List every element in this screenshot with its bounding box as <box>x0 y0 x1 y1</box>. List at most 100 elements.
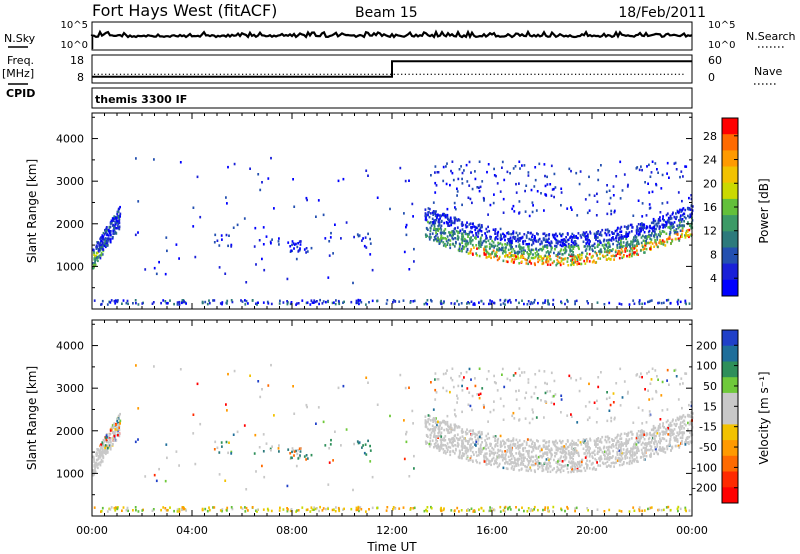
power-cell <box>453 218 456 222</box>
power-cell <box>581 233 584 236</box>
velocity-cell <box>465 432 468 436</box>
velocity-cell <box>342 384 345 388</box>
velocity-cell <box>665 420 668 424</box>
velocity-cell <box>301 506 304 509</box>
power-cell <box>456 219 459 222</box>
velocity-cell <box>620 437 622 440</box>
velocity-cell <box>118 434 121 438</box>
power-cell <box>656 238 659 241</box>
velocity-cell <box>589 453 591 456</box>
velocity-cell <box>361 446 363 449</box>
power-cell <box>620 239 622 242</box>
power-cell <box>513 210 516 213</box>
power-cell <box>576 259 579 263</box>
power-cell <box>646 165 648 168</box>
velocity-cell <box>640 429 643 432</box>
velocity-cell <box>675 419 677 422</box>
velocity-cell <box>101 455 104 458</box>
power-cell <box>106 244 109 247</box>
power-cell <box>461 203 463 207</box>
power-cell <box>560 234 563 238</box>
velocity-cell <box>545 467 547 470</box>
velocity-cell <box>467 448 470 452</box>
power-cell <box>629 247 632 250</box>
velocity-cell <box>520 467 523 470</box>
velocity-cell <box>103 451 106 455</box>
velocity-cell <box>616 439 619 443</box>
power-cell <box>684 217 687 220</box>
power-cell <box>134 299 137 302</box>
velocity-cell <box>289 509 292 513</box>
power-cell <box>673 215 676 219</box>
power-cell <box>314 300 317 304</box>
power-cell <box>639 249 642 252</box>
power-cell <box>671 238 674 242</box>
power-cell <box>448 231 450 234</box>
nave-dot <box>123 73 125 75</box>
velocity-cell <box>599 439 602 443</box>
power-cell <box>433 227 436 230</box>
velocity-cell <box>104 446 106 450</box>
power-cell <box>392 301 394 304</box>
power-cell <box>552 234 555 237</box>
power-cell <box>668 236 671 239</box>
velocity-cell <box>451 378 454 382</box>
velocity-cell <box>110 506 113 509</box>
power-cell <box>155 272 158 276</box>
power-cell <box>642 245 644 249</box>
power-cell <box>92 262 94 265</box>
velocity-cell <box>563 458 566 462</box>
freq-trace <box>92 60 692 78</box>
power-cell <box>652 217 655 221</box>
velocity-cell <box>659 437 661 440</box>
power-cell <box>537 238 540 242</box>
velocity-cell <box>345 428 348 431</box>
velocity-cell <box>511 461 514 464</box>
power-cell <box>567 238 570 241</box>
power-cell <box>608 251 611 254</box>
velocity-cell <box>595 439 598 443</box>
nave-dot <box>275 73 277 75</box>
velocity-cell <box>661 446 664 449</box>
power-cell <box>586 211 589 215</box>
velocity-cell <box>619 460 622 463</box>
velocity-cell <box>605 450 607 454</box>
power-cell <box>543 238 546 241</box>
velocity-cell <box>537 447 540 450</box>
nave-dot <box>571 73 573 75</box>
power-cell <box>441 213 444 217</box>
power-cell <box>470 226 473 230</box>
velocity-cell <box>603 457 606 461</box>
velocity-cell <box>656 442 659 446</box>
velocity-cell <box>689 420 692 423</box>
power-cell <box>655 227 657 231</box>
velocity-cell <box>102 442 105 445</box>
velocity-cell <box>562 451 564 455</box>
velocity-cell <box>665 439 668 442</box>
velocity-cell <box>548 441 550 444</box>
power-cell <box>478 244 481 247</box>
power-cell <box>553 260 555 263</box>
power-cell <box>661 230 664 233</box>
velocity-cell <box>329 443 332 446</box>
power-cell <box>448 224 451 227</box>
power-cell <box>560 204 562 207</box>
power-cell <box>111 217 114 220</box>
velocity-cell <box>427 427 429 431</box>
power-cell <box>322 300 325 303</box>
power-cell <box>580 253 583 257</box>
velocity-cell <box>573 447 576 450</box>
velocity-cell <box>408 475 411 478</box>
power-cell <box>675 168 678 171</box>
power-cell <box>518 301 520 305</box>
velocity-cell <box>571 464 574 467</box>
power-cell <box>556 234 559 238</box>
power-cell <box>654 230 656 234</box>
velocity-cell <box>467 403 470 406</box>
power-cell <box>560 248 563 251</box>
power-cell <box>538 258 541 262</box>
power-cell <box>499 303 502 306</box>
nave-dot <box>612 73 614 75</box>
velocity-cell <box>673 428 676 431</box>
power-cell <box>102 244 105 247</box>
